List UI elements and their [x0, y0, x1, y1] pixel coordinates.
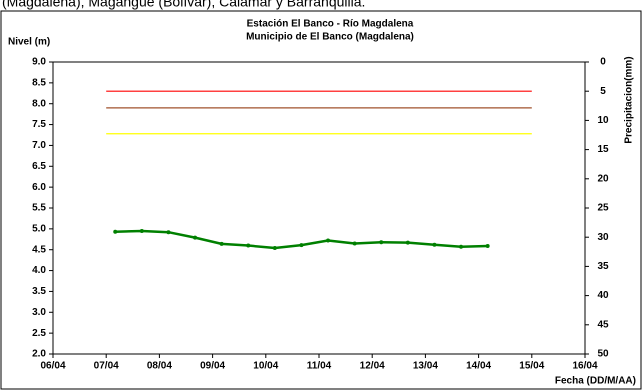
data-point	[485, 243, 490, 248]
chart-title: Estación El Banco - Río Magdalena	[247, 19, 414, 30]
x-tick-label: 10/04	[253, 361, 278, 372]
data-point	[113, 229, 118, 234]
data-point	[459, 244, 464, 249]
y2-tick-label: 30	[597, 232, 609, 243]
data-point	[193, 235, 198, 240]
y2-tick-label: 35	[597, 261, 609, 272]
data-point	[405, 240, 410, 245]
x-tick-label: 13/04	[413, 361, 438, 372]
y2-tick-label: 15	[597, 144, 609, 155]
y-tick-label: 2.0	[32, 349, 46, 360]
data-point	[352, 241, 357, 246]
y2-tick-label: 0	[600, 57, 606, 68]
x-tick-label: 15/04	[519, 361, 544, 372]
header-text: (Magdalena), Magangue (Bolívar), Calamar…	[2, 0, 365, 10]
y2-tick-label: 40	[597, 290, 609, 301]
y2-tick-label: 45	[597, 319, 609, 330]
data-point	[139, 228, 144, 233]
y2-tick-label: 5	[600, 86, 606, 97]
data-point	[246, 243, 251, 248]
x-tick-label: 16/04	[572, 361, 597, 372]
y-tick-label: 3.5	[32, 286, 46, 297]
x-tick-label: 11/04	[307, 361, 332, 372]
y-tick-label: 4.5	[32, 244, 46, 255]
y-tick-label: 8.0	[32, 98, 46, 109]
y2-axis-label: Precipitacion(mm)	[624, 56, 635, 143]
y-tick-label: 2.5	[32, 328, 46, 339]
y2-tick-label: 20	[597, 173, 609, 184]
y-tick-label: 4.0	[32, 265, 46, 276]
data-point	[379, 240, 384, 245]
data-point	[272, 246, 277, 251]
x-tick-label: 14/04	[466, 361, 491, 372]
chart-frame	[0, 10, 642, 390]
y2-tick-label: 10	[597, 115, 609, 126]
x-tick-label: 08/04	[147, 361, 172, 372]
data-point	[219, 241, 224, 246]
y-tick-label: 5.0	[32, 223, 46, 234]
x-tick-label: 12/04	[360, 361, 385, 372]
y-tick-label: 5.5	[32, 203, 46, 214]
x-tick-label: 09/04	[200, 361, 225, 372]
data-point	[299, 243, 304, 248]
y-tick-label: 3.0	[32, 307, 46, 318]
y-tick-label: 8.5	[32, 77, 46, 88]
x-tick-label: 06/04	[40, 361, 65, 372]
data-point	[326, 238, 331, 243]
y2-tick-label: 50	[597, 349, 609, 360]
y-tick-label: 6.5	[32, 161, 46, 172]
y-tick-label: 6.0	[32, 182, 46, 193]
chart-subtitle: Municipio de El Banco (Magdalena)	[246, 32, 414, 43]
y-tick-label: 9.0	[32, 57, 46, 68]
data-point	[166, 230, 171, 235]
y-tick-label: 7.5	[32, 119, 46, 130]
y-tick-label: 7.0	[32, 140, 46, 151]
x-tick-label: 07/04	[94, 361, 119, 372]
x-axis-label: Fecha (DD/M/AA)	[555, 376, 636, 387]
y2-tick-label: 25	[597, 203, 609, 214]
y-axis-label: Nivel (m)	[8, 37, 50, 48]
data-point	[432, 242, 437, 247]
